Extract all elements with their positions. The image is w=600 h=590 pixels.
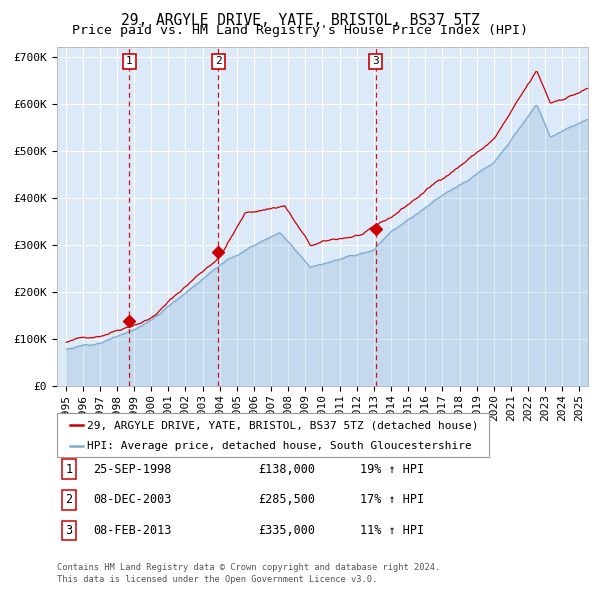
Text: £285,500: £285,500 [258, 493, 315, 506]
Text: 2: 2 [65, 493, 73, 506]
Text: 2: 2 [215, 56, 222, 66]
Text: Contains HM Land Registry data © Crown copyright and database right 2024.: Contains HM Land Registry data © Crown c… [57, 563, 440, 572]
Text: 08-DEC-2003: 08-DEC-2003 [93, 493, 172, 506]
Text: 19% ↑ HPI: 19% ↑ HPI [360, 463, 424, 476]
FancyBboxPatch shape [57, 413, 489, 457]
Text: 1: 1 [65, 463, 73, 476]
Text: 25-SEP-1998: 25-SEP-1998 [93, 463, 172, 476]
Text: 3: 3 [372, 56, 379, 66]
Text: This data is licensed under the Open Government Licence v3.0.: This data is licensed under the Open Gov… [57, 575, 377, 584]
Text: Price paid vs. HM Land Registry's House Price Index (HPI): Price paid vs. HM Land Registry's House … [72, 24, 528, 37]
Text: 11% ↑ HPI: 11% ↑ HPI [360, 524, 424, 537]
Text: £335,000: £335,000 [258, 524, 315, 537]
Text: 29, ARGYLE DRIVE, YATE, BRISTOL, BS37 5TZ: 29, ARGYLE DRIVE, YATE, BRISTOL, BS37 5T… [121, 13, 479, 28]
Text: 08-FEB-2013: 08-FEB-2013 [93, 524, 172, 537]
Text: 17% ↑ HPI: 17% ↑ HPI [360, 493, 424, 506]
Text: 29, ARGYLE DRIVE, YATE, BRISTOL, BS37 5TZ (detached house): 29, ARGYLE DRIVE, YATE, BRISTOL, BS37 5T… [87, 421, 479, 430]
Text: 1: 1 [126, 56, 133, 66]
Text: £138,000: £138,000 [258, 463, 315, 476]
Text: HPI: Average price, detached house, South Gloucestershire: HPI: Average price, detached house, Sout… [87, 441, 472, 451]
Text: 3: 3 [65, 524, 73, 537]
